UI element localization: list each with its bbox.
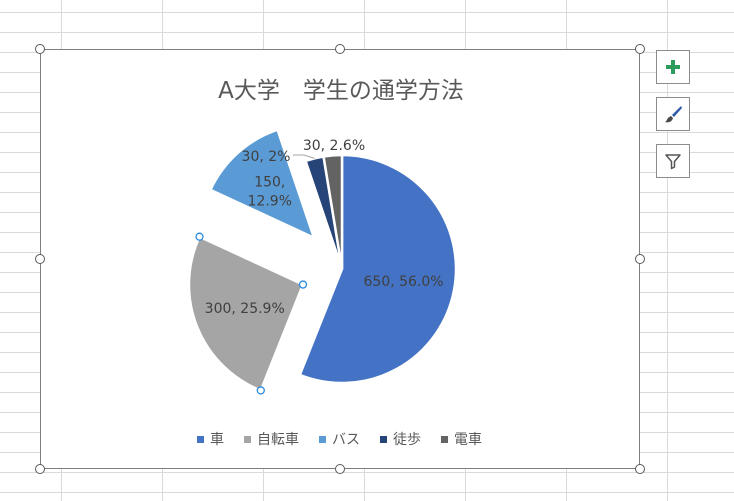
legend-label: バス <box>332 432 360 448</box>
legend-label: 電車 <box>454 431 482 448</box>
chart-title[interactable]: A大学 学生の通学方法 <box>218 78 464 104</box>
legend-item-1[interactable]: 車 <box>197 431 224 448</box>
filter-icon <box>665 154 681 170</box>
slice-selection-handle[interactable] <box>195 232 204 241</box>
resize-handle-bottom-right[interactable] <box>635 464 645 474</box>
resize-handle-top-right[interactable] <box>635 44 645 54</box>
legend-label: 徒歩 <box>393 432 421 448</box>
pie-chart: A大学 学生の通学方法 650, 56.0% 300, 25.9% 150, 12.9… <box>187 78 482 448</box>
chart-elements-button[interactable] <box>656 50 690 84</box>
legend-marker <box>380 436 387 443</box>
legend-marker <box>197 436 204 443</box>
data-label-3[interactable]: 150, 12.9% <box>248 175 292 210</box>
legend-item-2[interactable]: 自転車 <box>244 431 299 448</box>
legend-marker <box>244 436 251 443</box>
chart-filters-button[interactable] <box>656 144 690 178</box>
resize-handle-left[interactable] <box>35 254 45 264</box>
resize-handle-right[interactable] <box>635 254 645 264</box>
chart-legend[interactable]: 車 自転車 バス 徒歩 電車 <box>197 431 482 448</box>
resize-handle-top-left[interactable] <box>35 44 45 54</box>
resize-handle-bottom-left[interactable] <box>35 464 45 474</box>
pie-slice-5[interactable] <box>322 153 344 270</box>
pie-slice-3[interactable] <box>208 128 317 241</box>
plus-icon <box>666 60 680 74</box>
legend-label: 車 <box>210 431 224 448</box>
pie-slice-1[interactable] <box>298 153 458 385</box>
data-label-1[interactable]: 650, 56.0% <box>364 274 444 290</box>
chart-styles-button[interactable] <box>656 97 690 131</box>
paintbrush-icon <box>665 106 682 123</box>
legend-label: 自転車 <box>257 431 299 448</box>
slice-selection-handle[interactable] <box>256 386 265 395</box>
legend-marker <box>441 436 448 443</box>
leader-line <box>293 154 315 159</box>
data-label-5[interactable]: 30, 2.6% <box>303 138 365 154</box>
legend-item-3[interactable]: バス <box>319 432 360 448</box>
slice-selection-handle[interactable] <box>298 280 308 289</box>
legend-marker <box>319 436 326 443</box>
data-label-2[interactable]: 300, 25.9% <box>205 301 285 317</box>
chart-area[interactable]: A大学 学生の通学方法 650, 56.0% 300, 25.9% 150, 12.9… <box>40 49 640 469</box>
resize-handle-bottom[interactable] <box>335 464 345 474</box>
pie-slice-2[interactable] <box>187 235 305 393</box>
legend-item-4[interactable]: 徒歩 <box>380 432 421 448</box>
data-label-4[interactable]: 30, 2% <box>242 149 291 165</box>
resize-handle-top[interactable] <box>335 44 345 54</box>
legend-item-5[interactable]: 電車 <box>441 431 482 448</box>
